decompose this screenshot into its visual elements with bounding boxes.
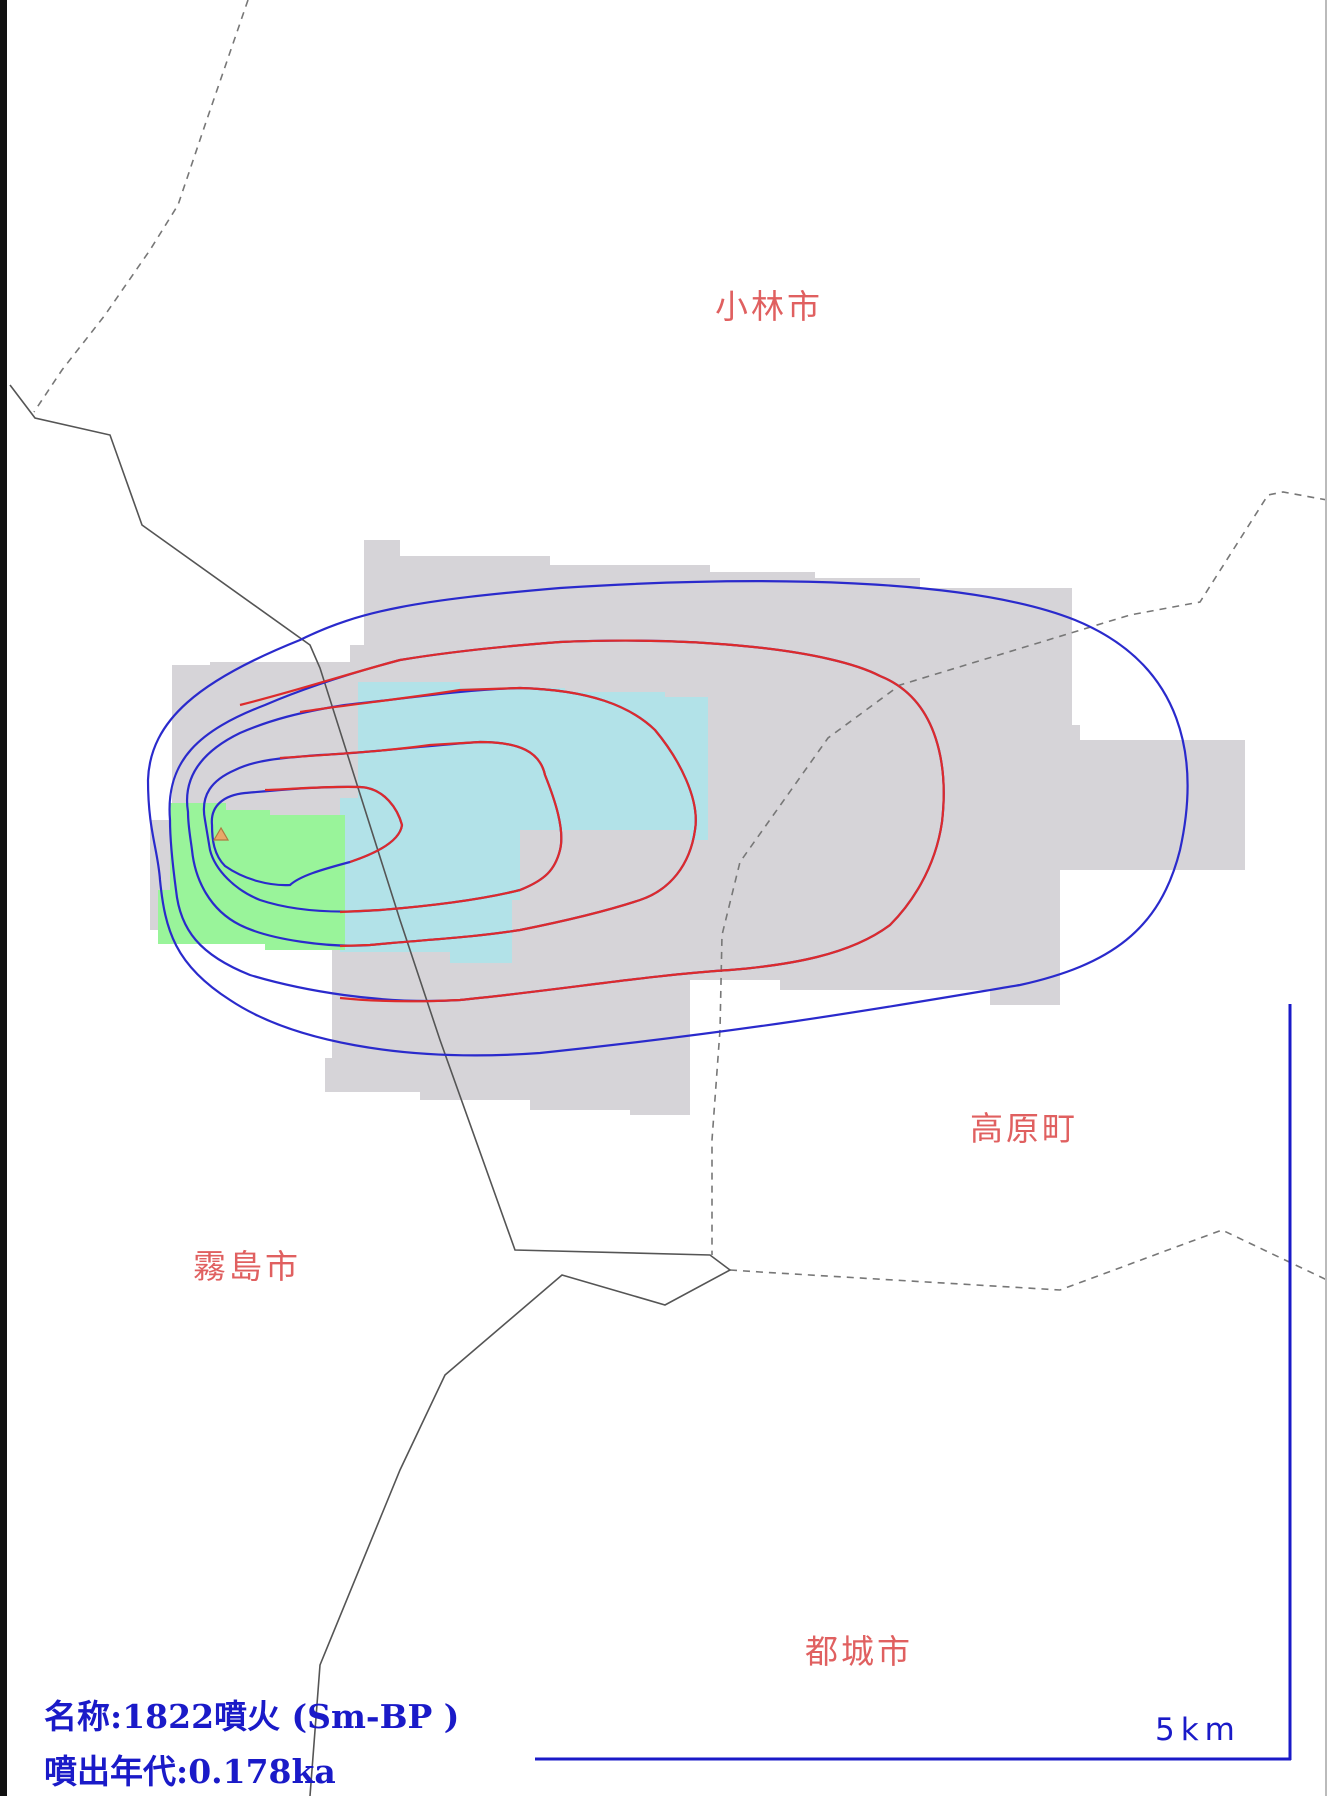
right-frame-border — [1325, 0, 1327, 1796]
contour-outer — [146, 580, 1189, 1057]
age-label: 噴出年代 — [44, 1752, 176, 1791]
name-label: 名称 — [44, 1697, 110, 1736]
place-label-kobayashi: 小林市 — [715, 287, 823, 326]
eruption-age: 噴出年代:0.178ka — [44, 1752, 336, 1791]
green-zone — [158, 803, 345, 950]
scale-label: 5km — [1155, 1712, 1241, 1748]
solid-boundaries — [9, 384, 732, 1796]
scale-bar — [535, 1004, 1292, 1761]
place-label-takaharu: 高原町 — [970, 1109, 1078, 1148]
place-label-kirishima: 霧島市 — [193, 1247, 301, 1286]
age-value: 0.178ka — [188, 1752, 336, 1791]
name-value: 1822噴火 (Sm-BP ) — [122, 1697, 460, 1736]
contour-lines — [146, 580, 1189, 1057]
eruption-name: 名称:1822噴火 (Sm-BP ) — [44, 1697, 460, 1736]
triangle-vent-icon — [212, 826, 230, 841]
dashed-boundaries — [33, 0, 1327, 1291]
place-label-miyakonojo: 都城市 — [805, 1632, 913, 1671]
cyan-zone — [340, 682, 708, 963]
left-frame-border — [0, 0, 7, 1796]
